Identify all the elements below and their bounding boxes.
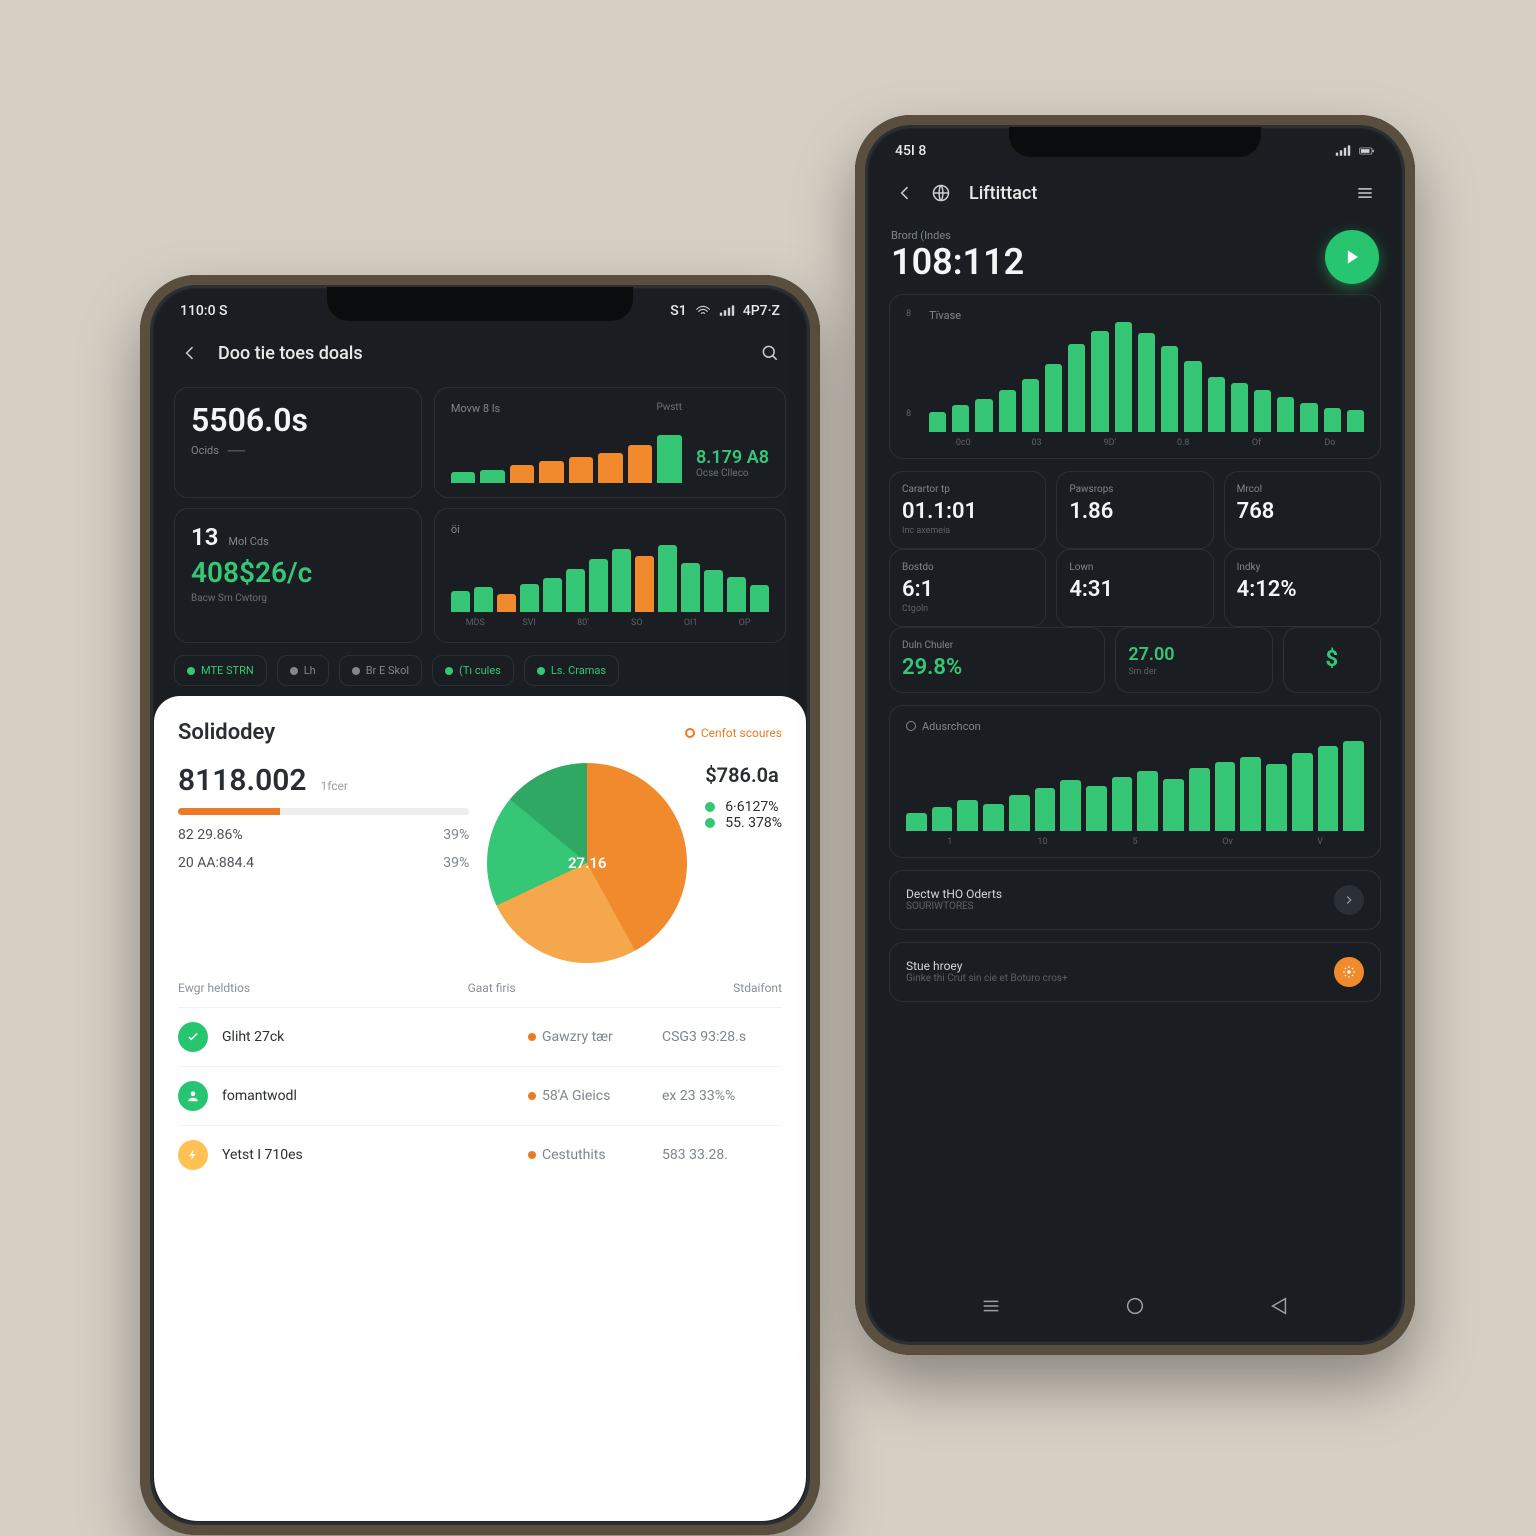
status-time: 45I 8 <box>895 143 926 159</box>
metric-d[interactable]: öi MDSSVI80'SOOI1OP <box>434 508 786 643</box>
page-title: Liftittact <box>969 183 1337 204</box>
tab-item[interactable]: Ls. Cramas <box>524 655 619 686</box>
status-icons: S1 ‏4P7·Z <box>670 303 780 319</box>
wifi-icon <box>695 305 711 317</box>
list-columns: Ewgr heldtiosGaat firisStdaifont <box>178 981 782 995</box>
metrics-grid: 5506.0s Ocids ⸺ Movw 8 lsPwstt 8.179 A8 … <box>154 381 806 643</box>
metric-b[interactable]: Movw 8 lsPwstt 8.179 A8 Ocse Clleco <box>434 387 786 498</box>
list-item[interactable]: fomantwodl58′A Gieicsex 23 33%% <box>178 1066 782 1125</box>
notch <box>1009 127 1261 157</box>
menu-icon[interactable] <box>1351 179 1379 207</box>
light-badge[interactable]: Cenfot scoures <box>685 726 782 740</box>
metric-a-value: 5506.0s <box>191 404 405 438</box>
metric-c-value: 408$26/c <box>191 558 405 589</box>
legend-item: 55. 378% <box>705 815 782 831</box>
list: Gliht 27ckGawzry tærCSG3 93:28.sfomantwo… <box>178 1007 782 1184</box>
globe-icon[interactable] <box>927 179 955 207</box>
hero: Brord (Indes 108:112 <box>869 221 1401 290</box>
stat-cell[interactable]: Bostdo6:1Ctgoln <box>889 549 1046 627</box>
tab-item[interactable]: (Tı cules <box>432 655 514 686</box>
metric-a[interactable]: 5506.0s Ocids ⸺ <box>174 387 422 498</box>
notch <box>327 287 633 321</box>
duln-row: Duln Chuler 29.8% 27.00 Sm der $ <box>869 627 1401 693</box>
phone-right: 45I 8 Liftittact Brord (Indes 108:112 88 <box>855 115 1415 1355</box>
stat-grid-1: Carartor tp01.1:01Inc axemeiaPawsrops1.8… <box>869 459 1401 549</box>
page-title: Doo tie toes doals <box>218 343 742 364</box>
right-value: $786.0a <box>705 763 782 787</box>
list-item[interactable]: Gliht 27ckGawzry tærCSG3 93:28.s <box>178 1007 782 1066</box>
tab-item[interactable]: MTE STRN <box>174 655 267 686</box>
stat-cell[interactable]: Pawsrops1.86 <box>1056 471 1213 549</box>
hero-value: 108:112 <box>891 244 1024 282</box>
chart2-bars <box>906 741 1364 831</box>
dollar-icon: $ <box>1326 647 1339 672</box>
phone-left: 110:0 S S1 ‏4P7·Z Doo tie toes doals 550… <box>140 275 820 1535</box>
fab-play[interactable] <box>1325 230 1379 284</box>
stat-cell[interactable]: Lown4:31 <box>1056 549 1213 627</box>
list-item[interactable]: Yetst I 710esCestuthits583 33.28. <box>178 1125 782 1184</box>
metric-b-bars <box>451 423 682 483</box>
tab-item[interactable]: Lh <box>277 655 329 686</box>
tab-row: MTE STRN Lh Br E Skol (Tı cules Ls. Cramas <box>154 643 806 696</box>
screen-right: 45I 8 Liftittact Brord (Indes 108:112 88 <box>869 129 1401 1341</box>
light-big: 8118.002 <box>178 763 307 798</box>
kv-row: 20 AA:884.439% <box>178 855 469 871</box>
metric-c[interactable]: 13 Mol Cds 408$26/c Bacw Srn Cwtorg <box>174 508 422 643</box>
kv-row: 82 29.86%39% <box>178 827 469 843</box>
header: Liftittact <box>869 165 1401 221</box>
home-icon[interactable] <box>1124 1295 1146 1321</box>
screen-left: 110:0 S S1 ‏4P7·Z Doo tie toes doals 550… <box>154 289 806 1521</box>
metric-a-sub: Ocids ⸺ <box>191 442 405 458</box>
status-time: 110:0 S <box>180 303 227 319</box>
header: Doo tie toes doals <box>154 325 806 381</box>
chart-card-1[interactable]: 88 Tïvase 0c0039D'0.8OfDo <box>889 294 1381 459</box>
duln-mid[interactable]: 27.00 Sm der <box>1115 627 1272 693</box>
back-icon[interactable] <box>891 179 919 207</box>
light-title: Solidodey <box>178 720 275 745</box>
back-icon[interactable] <box>176 339 204 367</box>
chart-card-2[interactable]: Adusrchcon 1105OvV <box>889 705 1381 858</box>
metric-d-ticks: MDSSVI80'SOOI1OP <box>451 618 769 628</box>
duln-cell[interactable]: Duln Chuler 29.8% <box>889 627 1105 693</box>
stat-grid-2: Bostdo6:1CtgolnLown4:31Indky4:12% <box>869 549 1401 627</box>
metric-d-bars <box>451 542 769 612</box>
signal-icon <box>719 305 735 317</box>
chart1-bars <box>929 322 1364 432</box>
legend-item: 6·6127% <box>705 799 782 815</box>
android-nav <box>869 1287 1401 1329</box>
battery-icon <box>1359 145 1375 157</box>
action-row[interactable]: Stue hroeyGinke thi Crut sin cie et Botu… <box>889 942 1381 1002</box>
search-icon[interactable] <box>756 339 784 367</box>
signal-icon <box>1335 145 1351 157</box>
light-section: Solidodey Cenfot scoures 8118.0021fcer 8… <box>154 696 806 1521</box>
stat-cell[interactable]: Mrcol768 <box>1224 471 1381 549</box>
pie-chart: 27.16 <box>487 763 687 963</box>
recent-icon[interactable] <box>980 1295 1002 1321</box>
tab-item[interactable]: Br E Skol <box>339 655 422 686</box>
action-row[interactable]: Dectw tHO OdertsSOURIWTORES <box>889 870 1381 930</box>
back-nav-icon[interactable] <box>1268 1295 1290 1321</box>
progress-bar <box>178 808 469 815</box>
metric-b-side: 8.179 A8 <box>696 447 769 468</box>
stat-cell[interactable]: Indky4:12% <box>1224 549 1381 627</box>
duln-icon-cell[interactable]: $ <box>1283 627 1381 693</box>
stat-cell[interactable]: Carartor tp01.1:01Inc axemeia <box>889 471 1046 549</box>
